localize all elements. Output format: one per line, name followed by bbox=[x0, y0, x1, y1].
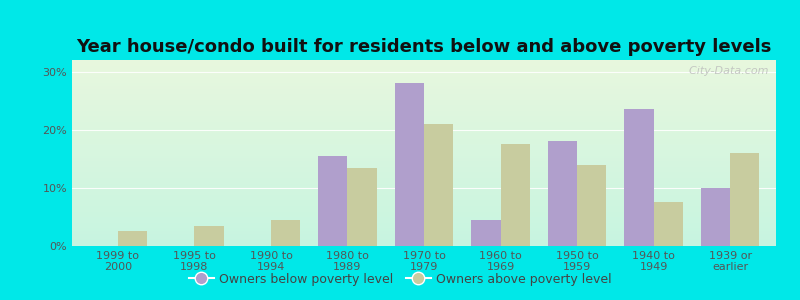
Bar bbox=[471, 220, 501, 246]
Bar bbox=[654, 202, 682, 246]
Bar bbox=[318, 156, 347, 246]
Bar bbox=[625, 110, 654, 246]
Bar bbox=[395, 83, 424, 246]
Bar bbox=[194, 226, 223, 246]
Bar bbox=[118, 232, 147, 246]
Title: Year house/condo built for residents below and above poverty levels: Year house/condo built for residents bel… bbox=[76, 38, 772, 56]
Text: City-Data.com: City-Data.com bbox=[682, 66, 769, 76]
Bar bbox=[347, 167, 377, 246]
Bar bbox=[577, 165, 606, 246]
Bar bbox=[548, 141, 577, 246]
Bar bbox=[701, 188, 730, 246]
Bar bbox=[424, 124, 453, 246]
Bar bbox=[730, 153, 759, 246]
Bar bbox=[501, 144, 530, 246]
Legend: Owners below poverty level, Owners above poverty level: Owners below poverty level, Owners above… bbox=[184, 268, 616, 291]
Bar bbox=[271, 220, 300, 246]
